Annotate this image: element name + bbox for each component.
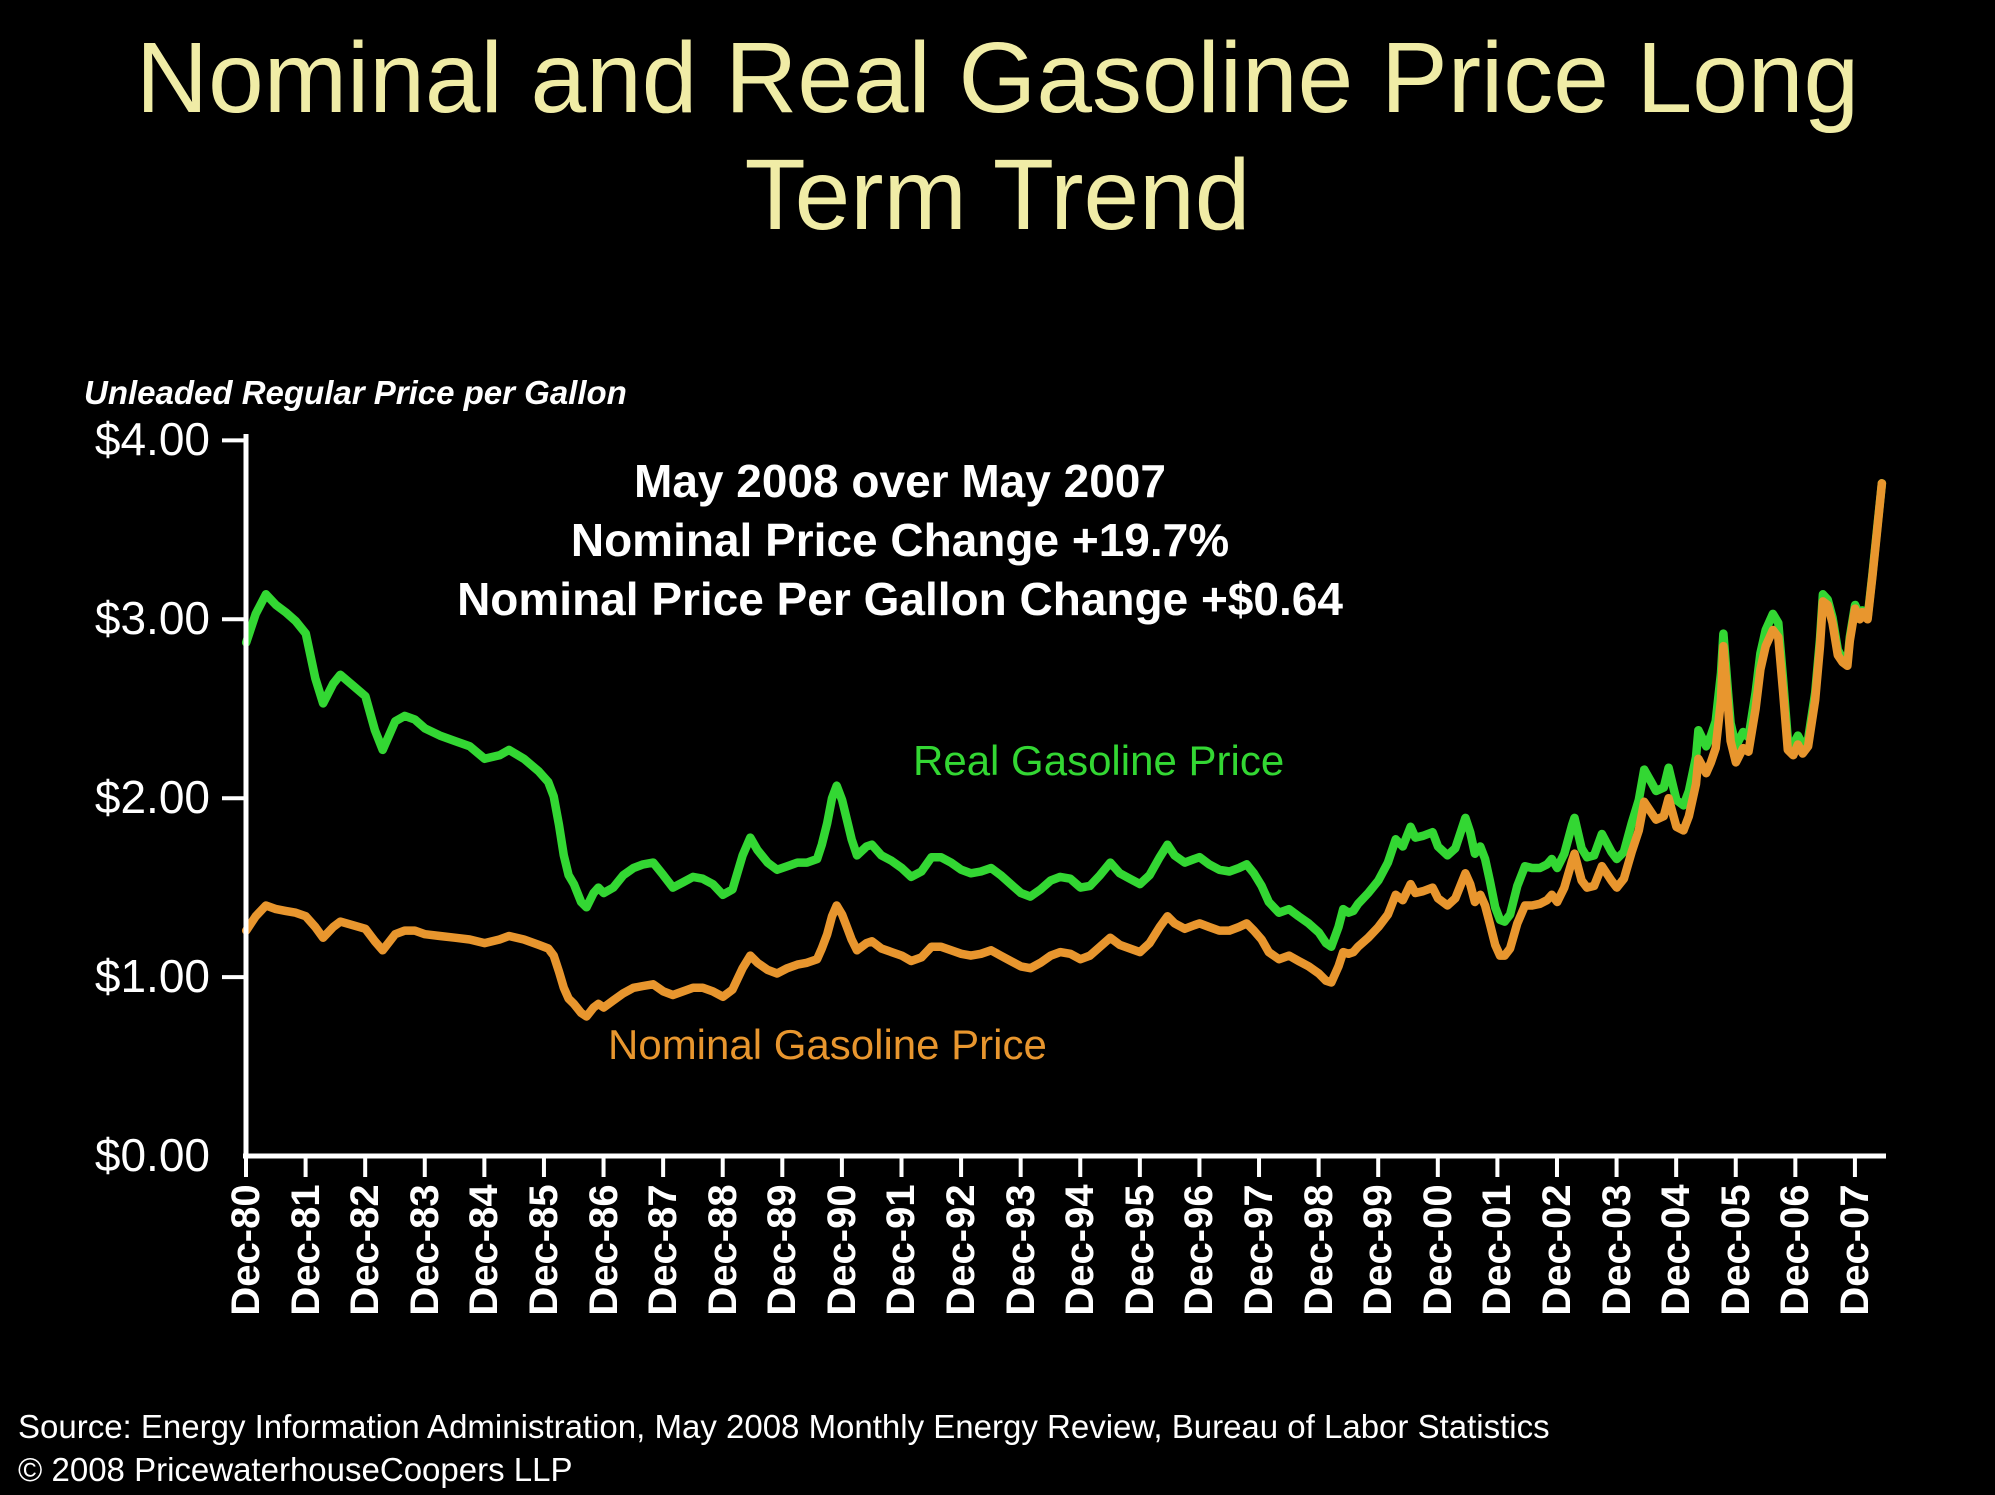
source-note: Source: Energy Information Administratio…: [18, 1405, 1550, 1491]
chart-title-line2: Term Trend: [744, 139, 1251, 251]
source-line: Source: Energy Information Administratio…: [18, 1408, 1550, 1445]
x-tick-label: Dec-83: [402, 1184, 447, 1316]
real-price-series-label: Real Gasoline Price: [913, 737, 1285, 784]
nominal-price-series-label: Nominal Gasoline Price: [608, 1021, 1047, 1068]
x-tick-label: Dec-88: [700, 1184, 745, 1316]
x-tick-label: Dec-86: [581, 1184, 626, 1316]
x-tick-label: Dec-04: [1654, 1184, 1699, 1316]
x-tick-label: Dec-03: [1594, 1184, 1639, 1316]
chart-title-line1: Nominal and Real Gasoline Price Long: [135, 22, 1860, 134]
real-price-line: [241, 479, 1887, 951]
y-tick-label: $4.00: [94, 413, 210, 466]
y-tick-label: $0.00: [94, 1129, 210, 1181]
x-tick-label: Dec-93: [998, 1184, 1043, 1316]
x-tick-label: Dec-87: [641, 1184, 686, 1316]
x-tick-label: Dec-91: [879, 1184, 924, 1316]
x-tick-label: Dec-07: [1832, 1184, 1877, 1316]
x-tick-label: Dec-95: [1117, 1184, 1162, 1316]
x-tick-label: Dec-81: [283, 1184, 328, 1316]
series-lines: [241, 479, 1887, 1021]
x-tick-label: Dec-96: [1177, 1184, 1222, 1316]
x-tick-label: Dec-06: [1773, 1184, 1818, 1316]
x-tick-label: Dec-94: [1058, 1184, 1103, 1316]
y-tick-label: $1.00: [94, 950, 210, 1003]
x-tick-label: Dec-85: [521, 1184, 566, 1316]
y-axis-title: Unleaded Regular Price per Gallon: [84, 374, 627, 411]
x-tick-label: Dec-01: [1475, 1184, 1520, 1316]
x-tick-label: Dec-00: [1415, 1184, 1460, 1316]
x-tick-label: Dec-98: [1296, 1184, 1341, 1316]
annotation-line2: Nominal Price Change +19.7%: [570, 514, 1230, 566]
x-tick-label: Dec-05: [1713, 1184, 1758, 1316]
x-axis-ticks: [244, 1156, 1857, 1177]
x-tick-label: Dec-84: [462, 1184, 507, 1316]
x-tick-label: Dec-89: [760, 1184, 805, 1316]
x-tick-label: Dec-97: [1237, 1184, 1282, 1316]
copyright-line: © 2008 PricewaterhouseCoopers LLP: [18, 1451, 573, 1488]
y-tick-label: $2.00: [94, 771, 210, 824]
x-tick-label: Dec-02: [1534, 1184, 1579, 1316]
y-axis-ticks: [222, 438, 246, 980]
x-tick-label: Dec-90: [819, 1184, 864, 1316]
chart-title: Nominal and Real Gasoline Price Long Ter…: [0, 20, 1995, 254]
annotation-line1: May 2008 over May 2007: [634, 455, 1166, 507]
x-tick-label: Dec-80: [224, 1184, 268, 1316]
annotation-line3: Nominal Price Per Gallon Change +$0.64: [457, 573, 1343, 625]
x-tick-label: Dec-82: [343, 1184, 388, 1316]
y-tick-label: $3.00: [94, 592, 210, 645]
annotation-block: May 2008 over May 2007 Nominal Price Cha…: [250, 452, 1550, 629]
nominal-price-line: [241, 479, 1887, 1021]
x-tick-label: Dec-92: [939, 1184, 984, 1316]
x-tick-label: Dec-99: [1356, 1184, 1401, 1316]
